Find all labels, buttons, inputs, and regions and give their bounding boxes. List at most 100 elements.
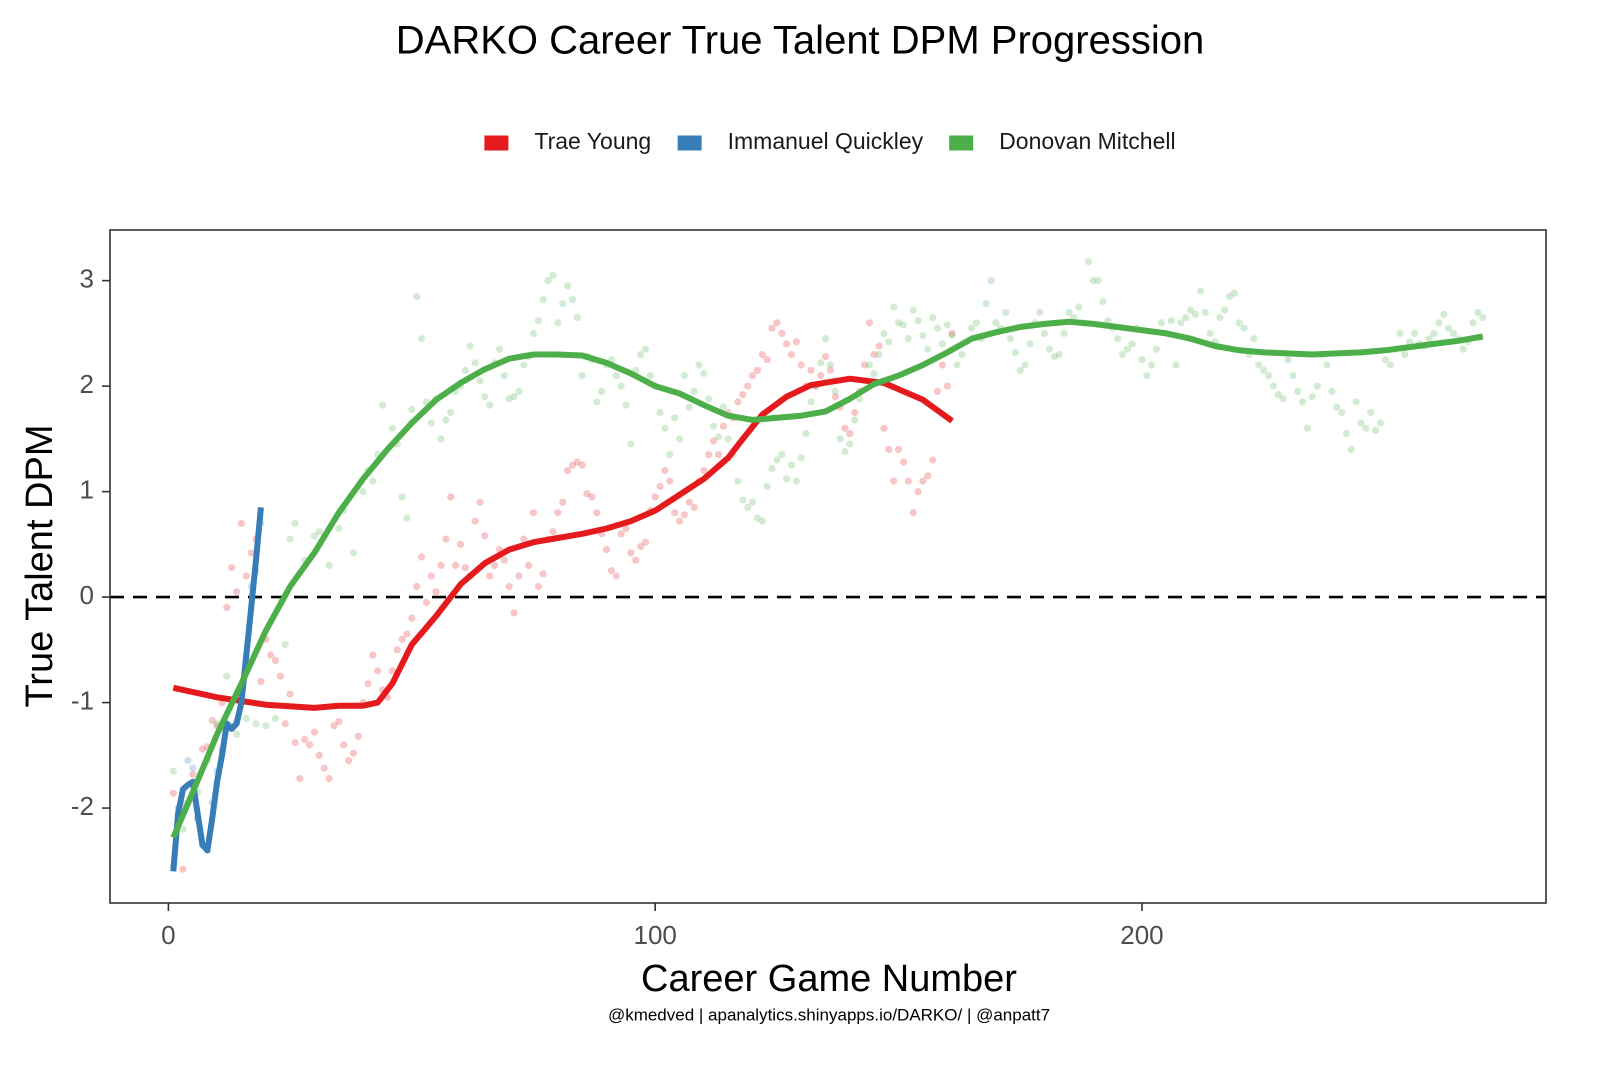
point-trae-young bbox=[247, 549, 255, 557]
legend-label-donovan-mitchell: Donovan Mitchell bbox=[999, 128, 1175, 154]
point-trae-young bbox=[948, 329, 956, 337]
point-trae-young bbox=[271, 656, 280, 665]
point-trae-young bbox=[656, 482, 664, 490]
point-donovan-mitchell bbox=[1226, 292, 1234, 301]
point-donovan-mitchell bbox=[846, 440, 854, 448]
point-trae-young bbox=[208, 716, 216, 725]
point-trae-young bbox=[938, 361, 947, 369]
point-donovan-mitchell bbox=[169, 767, 177, 775]
point-donovan-mitchell bbox=[875, 350, 883, 359]
point-donovan-mitchell bbox=[972, 319, 981, 327]
point-donovan-mitchell bbox=[505, 395, 513, 403]
caption: @kmedved | apanalytics.shinyapps.io/DARK… bbox=[608, 1005, 1050, 1024]
point-trae-young bbox=[568, 461, 577, 469]
point-donovan-mitchell bbox=[753, 514, 762, 522]
point-donovan-mitchell bbox=[880, 329, 888, 337]
point-donovan-mitchell bbox=[335, 524, 343, 533]
point-donovan-mitchell bbox=[417, 335, 426, 343]
point-donovan-mitchell bbox=[359, 488, 367, 496]
point-donovan-mitchell bbox=[899, 321, 908, 329]
point-donovan-mitchell bbox=[179, 825, 187, 833]
point-donovan-mitchell bbox=[1357, 419, 1365, 427]
legend: Trae Young Immanuel Quickley Donovan Mitch… bbox=[484, 128, 1176, 154]
point-trae-young bbox=[588, 493, 596, 501]
point-donovan-mitchell bbox=[1289, 372, 1297, 380]
point-trae-young bbox=[257, 677, 265, 686]
point-donovan-mitchell bbox=[627, 440, 635, 448]
point-donovan-mitchell bbox=[1060, 329, 1068, 337]
point-donovan-mitchell bbox=[1172, 361, 1180, 369]
point-trae-young bbox=[719, 422, 727, 430]
point-trae-young bbox=[233, 588, 241, 596]
plot-border bbox=[109, 229, 1547, 904]
point-donovan-mitchell bbox=[1255, 361, 1263, 369]
point-donovan-mitchell bbox=[1386, 361, 1394, 369]
point-trae-young bbox=[924, 472, 932, 480]
point-trae-young bbox=[700, 466, 708, 475]
point-trae-young bbox=[895, 445, 903, 453]
point-donovan-mitchell bbox=[773, 456, 781, 464]
point-donovan-mitchell bbox=[836, 435, 844, 443]
point-trae-young bbox=[714, 451, 723, 459]
point-trae-young bbox=[807, 366, 815, 374]
point-donovan-mitchell bbox=[1274, 391, 1282, 399]
point-donovan-mitchell bbox=[437, 435, 445, 443]
point-donovan-mitchell bbox=[1118, 350, 1127, 359]
point-donovan-mitchell bbox=[641, 345, 650, 353]
x-tick-label: 100 bbox=[633, 920, 676, 950]
point-donovan-mitchell bbox=[987, 277, 995, 285]
point-trae-young bbox=[637, 542, 645, 551]
point-trae-young bbox=[310, 728, 318, 736]
point-trae-young bbox=[865, 319, 874, 327]
point-donovan-mitchell bbox=[539, 296, 547, 304]
point-trae-young bbox=[286, 690, 294, 698]
chart-title: DARKO Career True Talent DPM Progression bbox=[396, 19, 1204, 63]
point-trae-young bbox=[306, 741, 314, 749]
point-donovan-mitchell bbox=[622, 401, 630, 409]
point-trae-young bbox=[641, 538, 650, 546]
point-donovan-mitchell bbox=[291, 519, 299, 527]
point-donovan-mitchell bbox=[1123, 345, 1131, 353]
point-trae-young bbox=[758, 350, 766, 359]
point-donovan-mitchell bbox=[315, 528, 323, 536]
point-donovan-mitchell bbox=[666, 451, 674, 459]
point-donovan-mitchell bbox=[486, 401, 494, 409]
point-trae-young bbox=[870, 350, 878, 359]
point-trae-young bbox=[461, 564, 469, 572]
point-trae-young bbox=[822, 353, 830, 361]
point-donovan-mitchell bbox=[948, 331, 956, 340]
point-donovan-mitchell bbox=[870, 369, 878, 378]
point-donovan-mitchell bbox=[471, 359, 479, 367]
point-trae-young bbox=[710, 437, 718, 445]
point-donovan-mitchell bbox=[481, 393, 489, 401]
point-donovan-mitchell bbox=[1303, 424, 1312, 432]
point-trae-young bbox=[374, 667, 382, 675]
point-donovan-mitchell bbox=[1089, 277, 1097, 285]
point-trae-young bbox=[432, 588, 440, 596]
point-trae-young bbox=[534, 582, 543, 591]
point-donovan-mitchell bbox=[1235, 319, 1243, 327]
point-donovan-mitchell bbox=[1187, 306, 1195, 314]
point-trae-young bbox=[680, 511, 689, 519]
point-trae-young bbox=[622, 524, 630, 533]
point-donovan-mitchell bbox=[1333, 403, 1341, 411]
point-donovan-mitchell bbox=[680, 372, 689, 380]
point-trae-young bbox=[242, 572, 250, 580]
point-donovan-mitchell bbox=[593, 398, 601, 406]
point-donovan-mitchell bbox=[783, 475, 791, 483]
point-trae-young bbox=[237, 519, 245, 527]
point-donovan-mitchell bbox=[529, 329, 538, 337]
point-trae-young bbox=[456, 540, 465, 548]
smooth-lines bbox=[170, 318, 1484, 872]
y-tick-label: 1 bbox=[80, 474, 94, 504]
point-trae-young bbox=[491, 561, 499, 570]
point-donovan-mitchell bbox=[1347, 445, 1355, 453]
point-donovan-mitchell bbox=[1323, 361, 1331, 369]
point-donovan-mitchell bbox=[1284, 356, 1292, 364]
point-trae-young bbox=[880, 424, 888, 432]
point-donovan-mitchell bbox=[1094, 277, 1102, 285]
point-donovan-mitchell bbox=[564, 282, 572, 290]
point-donovan-mitchell bbox=[1474, 308, 1482, 316]
point-donovan-mitchell bbox=[442, 416, 450, 424]
point-donovan-mitchell bbox=[851, 416, 859, 424]
